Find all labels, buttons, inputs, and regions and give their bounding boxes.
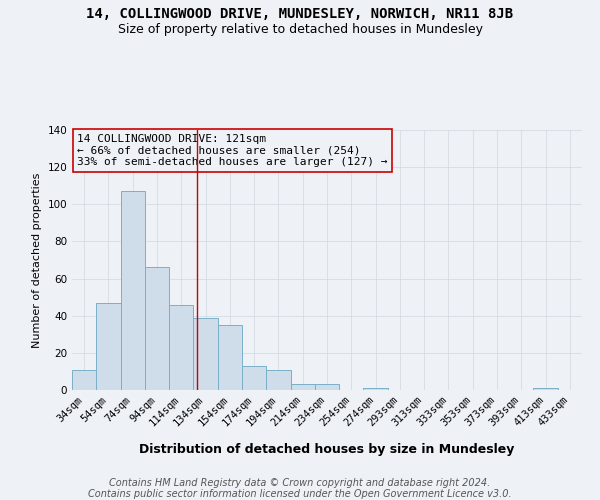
Text: 14 COLLINGWOOD DRIVE: 121sqm
← 66% of detached houses are smaller (254)
33% of s: 14 COLLINGWOOD DRIVE: 121sqm ← 66% of de…: [77, 134, 388, 167]
Bar: [315, 384, 339, 390]
Bar: [266, 370, 290, 390]
Bar: [96, 302, 121, 390]
Bar: [121, 192, 145, 390]
Text: Contains public sector information licensed under the Open Government Licence v3: Contains public sector information licen…: [88, 489, 512, 499]
Bar: [533, 388, 558, 390]
Text: 14, COLLINGWOOD DRIVE, MUNDESLEY, NORWICH, NR11 8JB: 14, COLLINGWOOD DRIVE, MUNDESLEY, NORWIC…: [86, 8, 514, 22]
Text: Size of property relative to detached houses in Mundesley: Size of property relative to detached ho…: [118, 22, 482, 36]
Bar: [169, 304, 193, 390]
Bar: [218, 325, 242, 390]
Text: Contains HM Land Registry data © Crown copyright and database right 2024.: Contains HM Land Registry data © Crown c…: [109, 478, 491, 488]
Bar: [72, 370, 96, 390]
Bar: [193, 318, 218, 390]
Bar: [145, 268, 169, 390]
Y-axis label: Number of detached properties: Number of detached properties: [32, 172, 42, 348]
Bar: [290, 384, 315, 390]
Text: Distribution of detached houses by size in Mundesley: Distribution of detached houses by size …: [139, 442, 515, 456]
Bar: [364, 388, 388, 390]
Bar: [242, 366, 266, 390]
